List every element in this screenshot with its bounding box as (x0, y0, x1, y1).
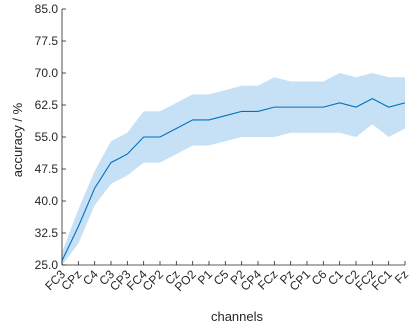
x-tick-label-cp1: CP1 (287, 267, 314, 294)
x-tick-label-cp2: CP2 (140, 267, 167, 294)
x-axis-label: channels (211, 309, 264, 324)
x-tick-labels: FC3CPzC4C3CP3FC4CP2CzPO2P1C5P2CP4FCzPzCP… (42, 267, 411, 294)
x-tick-label-fc1: FC1 (369, 267, 395, 293)
y-tick-label: 47.5 (35, 162, 59, 176)
y-tick-label: 32.5 (35, 226, 59, 240)
y-tick-label: 85.0 (35, 2, 59, 16)
x-tick-label-fz: Fz (392, 267, 411, 286)
x-tick-label-cpz: CPz (59, 267, 85, 293)
y-tick-label: 77.5 (35, 34, 59, 48)
y-tick-label: 62.5 (35, 98, 59, 112)
y-tick-label: 55.0 (35, 130, 59, 144)
confidence-band-layer (62, 73, 405, 265)
y-tick-labels: 25.032.540.047.555.062.570.077.585.0 (35, 2, 59, 272)
y-tick-label: 40.0 (35, 194, 59, 208)
y-tick-label: 70.0 (35, 66, 59, 80)
y-axis-label: accuracy / % (10, 102, 25, 177)
confidence-band (62, 73, 405, 265)
x-tick-label-fcz: FCz (255, 267, 280, 292)
